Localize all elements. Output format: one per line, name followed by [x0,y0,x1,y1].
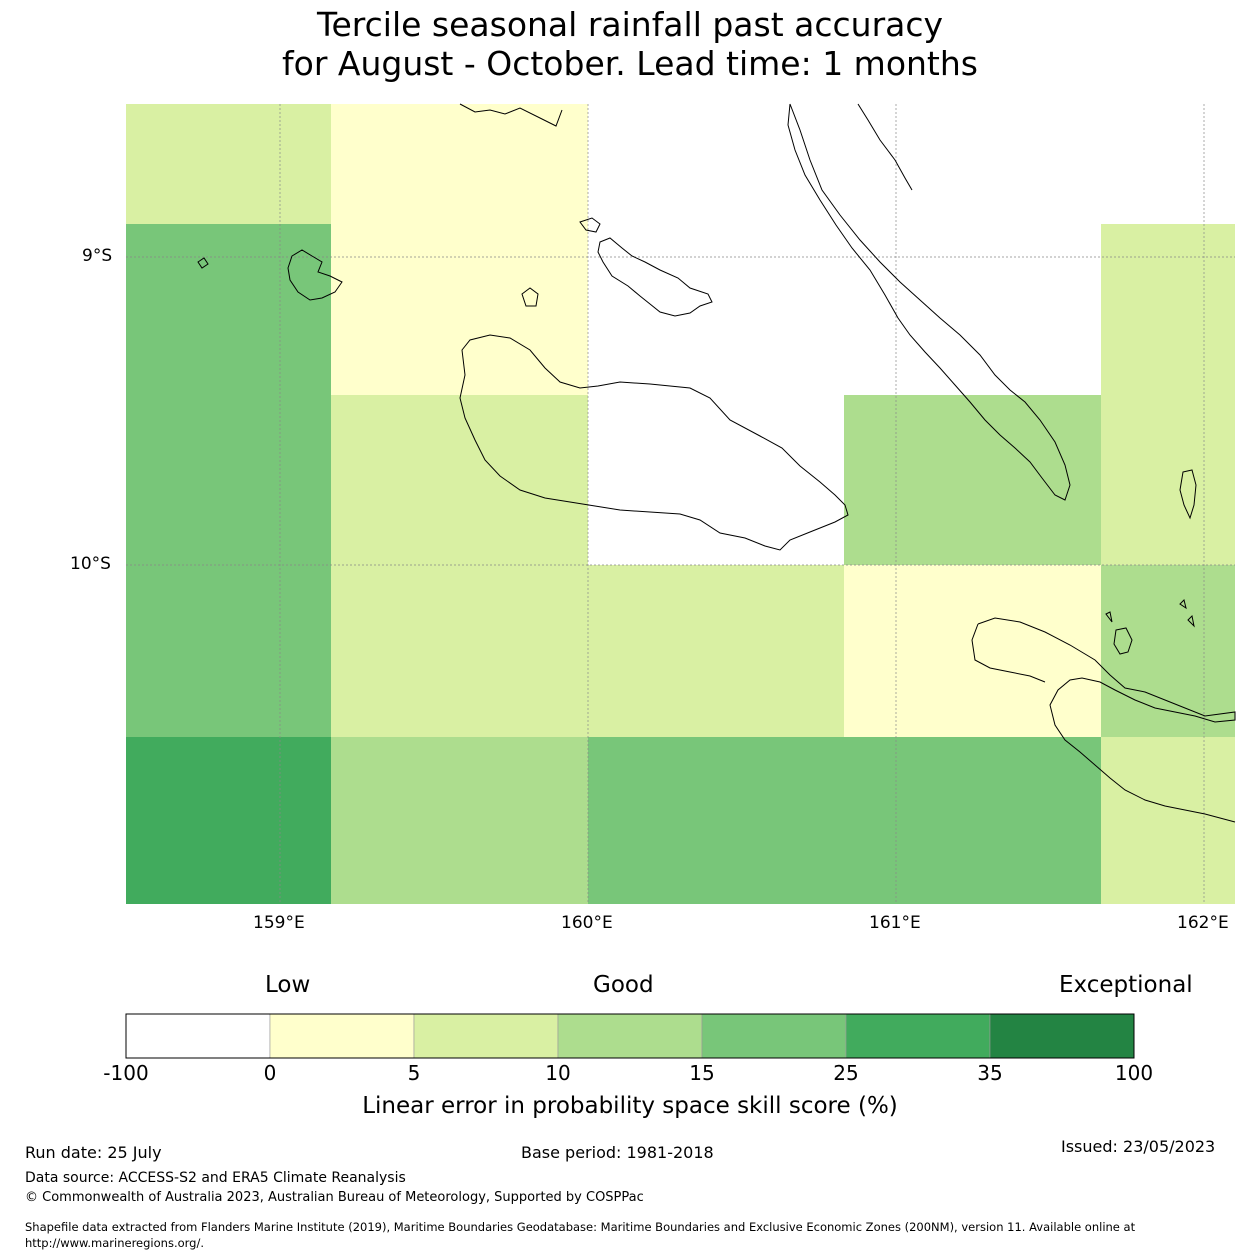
small-island-east-1 [1179,599,1187,610]
malaita-coast [787,103,1071,501]
shapefile-credit-line1: Shapefile data extracted from Flanders M… [25,1220,1136,1234]
lon-tick-162E: 162°E [1177,913,1229,933]
grid-cell-r0-c1 [331,104,588,224]
makira-coast [977,617,1236,823]
issued-date: Issued: 23/05/2023 [1061,1137,1216,1156]
grid-cell-r1-c4 [1101,224,1235,395]
north-coast-fragment [459,103,563,127]
grid-cell-r2-c2 [588,395,844,565]
lon-tick-159E: 159°E [253,913,305,933]
lat-tick-9S: 9°S [82,246,113,266]
north-coast-fragment-2 [857,103,913,191]
shapefile-credit-line2: http://www.marineregions.org/. [25,1236,204,1250]
grid-cell-r1-c2 [588,224,844,395]
colorbar-segment-0 [125,1013,271,1059]
lat-tick-10S: 10°S [70,554,111,574]
russell-islands-coast [287,249,343,301]
grid-cell-r4-c3 [844,737,1101,904]
colorbar-tick-2: 5 [407,1061,421,1085]
colorbar-tick-7: 100 [1114,1061,1154,1085]
lon-tick-161E: 161°E [869,913,921,933]
makira-west-edge [971,623,1046,683]
grid-cell-r4-c4 [1101,737,1235,904]
colorbar-segment-3 [557,1013,703,1059]
colorbar-segment-6 [989,1013,1135,1059]
grid-cell-r3-c2 [588,565,844,737]
grid-cell-r2-c4 [1101,395,1235,565]
map-title-line2: for August - October. Lead time: 1 month… [282,44,978,83]
grid-cell-r4-c0 [126,737,331,904]
uki-island [1113,627,1133,655]
category-good: Good [593,972,654,998]
copyright: © Commonwealth of Australia 2023, Austra… [25,1190,644,1205]
colorbar-segment-2 [413,1013,559,1059]
grid-cell-r0-c4 [1101,104,1235,224]
colorbar [125,1013,1135,1059]
grid-cell-r3-c3 [844,565,1101,737]
guadalcanal-coast [459,334,849,551]
small-island-west [197,257,209,269]
colorbar-tick-5: 25 [833,1061,859,1085]
category-low: Low [265,972,311,998]
graticule [126,104,1235,904]
grid-cell-r1-c1 [331,224,588,395]
colorbar-segment-5 [845,1013,991,1059]
colorbar-frame [125,1013,1135,1059]
run-date: Run date: 25 July [25,1143,162,1162]
colorbar-segment-1 [269,1013,415,1059]
base-period: Base period: 1981-2018 [521,1143,714,1162]
grid-cell-r1-c0 [126,224,331,395]
category-exceptional: Exceptional [1059,972,1193,998]
colorbar-tick-6: 35 [977,1061,1003,1085]
colorbar-tick-0: -100 [103,1061,149,1085]
small-island-east-3 [1105,611,1113,623]
grid-cell-r0-c2 [588,104,844,224]
grid-cell-r4-c1 [331,737,588,904]
colorbar-tick-4: 15 [689,1061,715,1085]
coastlines [197,103,1236,823]
nggela-coast [597,237,713,317]
grid-cell-r1-c3 [844,224,1101,395]
map-title-line1: Tercile seasonal rainfall past accuracy [316,5,944,44]
lon-tick-160E: 160°E [561,913,613,933]
grid-cell-r3-c0 [126,565,331,737]
grid-cell-r4-c2 [588,737,844,904]
grid-cell-r0-c0 [126,104,331,224]
small-island-mid [521,287,539,307]
colorbar-title: Linear error in probability space skill … [362,1093,898,1119]
small-island-east-2 [1187,614,1195,628]
colorbar-tick-1: 0 [263,1061,277,1085]
grid-cell-r3-c4 [1101,565,1235,737]
grid-cell-r2-c0 [126,395,331,565]
grid-cell-r3-c1 [331,565,588,737]
colorbar-segment-4 [701,1013,847,1059]
colorbar-tick-3: 10 [545,1061,571,1085]
grid-cell-r0-c3 [844,104,1101,224]
grid-cell-r2-c1 [331,395,588,565]
ulawa-island [1179,469,1197,520]
data-source: Data source: ACCESS-S2 and ERA5 Climate … [25,1170,406,1186]
skill-grid [126,104,1235,904]
grid-cell-r2-c3 [844,395,1101,565]
small-island-north [579,217,601,233]
